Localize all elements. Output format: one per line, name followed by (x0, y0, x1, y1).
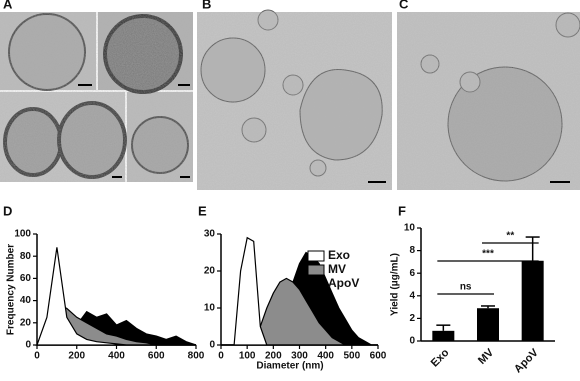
x-tick-label: 100 (239, 351, 256, 362)
y-axis-label: Yield (μg/mL) (390, 253, 401, 316)
panel-label: A (3, 0, 13, 11)
x-tick-label: MV (476, 346, 497, 367)
y-tick-label: 6 (409, 268, 415, 279)
micrographs (0, 9, 580, 190)
x-tick-label: 400 (108, 351, 125, 362)
y-tick-label: 40 (20, 295, 32, 306)
micrograph-b (197, 9, 392, 190)
panel-label: D (3, 203, 12, 218)
panel-label: F (398, 203, 406, 218)
panel-label: B (202, 0, 211, 11)
x-tick-label: ApoV (512, 346, 541, 375)
x-tick-label: Exo (429, 347, 452, 370)
y-tick-label: 100 (14, 229, 31, 240)
y-tick-label: 80 (20, 251, 32, 262)
x-tick-label: 500 (343, 351, 360, 362)
y-tick-label: 60 (20, 273, 32, 284)
bar (521, 260, 544, 341)
legend-label: Exo (328, 248, 350, 262)
x-tick-label: 200 (265, 351, 282, 362)
significance-label: *** (482, 249, 494, 260)
significance-label: ns (460, 282, 472, 293)
x-axis-label: Diameter (nm) (256, 361, 323, 372)
y-tick-label: 0 (25, 340, 31, 351)
y-tick-label: 4 (409, 290, 415, 301)
area (36, 247, 196, 346)
area (221, 236, 378, 346)
y-tick-label: 10 (204, 303, 216, 314)
micrograph-c (397, 12, 580, 190)
y-tick-label: 0 (209, 340, 215, 351)
micrograph-a (0, 12, 193, 182)
bar (432, 330, 455, 341)
bar (477, 308, 499, 341)
panel-label: E (198, 203, 207, 218)
x-tick-label: 600 (370, 351, 387, 362)
x-tick-label: 600 (148, 351, 165, 362)
legend-swatch (307, 278, 325, 290)
panel-label: C (399, 0, 409, 11)
legend-swatch (307, 250, 325, 262)
x-tick-label: 400 (317, 351, 334, 362)
legend-label: MV (328, 262, 346, 276)
y-tick-label: 10 (404, 223, 416, 234)
y-tick-label: 2 (409, 313, 415, 324)
y-tick-label: 20 (204, 266, 216, 277)
x-tick-label: 200 (68, 351, 85, 362)
x-tick-label: 0 (218, 351, 224, 362)
legend-swatch (307, 264, 325, 276)
y-axis-label: Frequency Number (6, 244, 17, 335)
y-tick-label: 0 (409, 336, 415, 347)
x-tick-label: 300 (291, 351, 308, 362)
y-tick-label: 20 (20, 317, 32, 328)
significance-label: ** (506, 231, 514, 242)
x-tick-label: 800 (188, 351, 205, 362)
y-tick-label: 8 (409, 245, 415, 256)
x-tick-label: 0 (34, 351, 40, 362)
legend-label: ApoV (328, 276, 359, 290)
y-tick-label: 30 (204, 229, 216, 240)
